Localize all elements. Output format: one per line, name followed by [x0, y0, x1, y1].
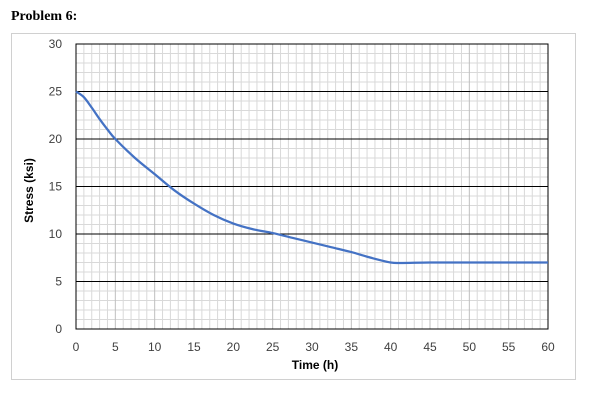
x-tick-label: 55: [502, 340, 516, 354]
x-tick-label: 30: [305, 340, 319, 354]
x-axis-title: Time (h): [292, 358, 338, 372]
y-tick-label: 15: [49, 180, 63, 194]
x-tick-label: 10: [148, 340, 162, 354]
x-tick-label: 5: [112, 340, 119, 354]
problem-title: Problem 6:: [11, 9, 78, 24]
x-tick-label: 40: [384, 340, 398, 354]
x-tick-label: 50: [463, 340, 477, 354]
y-tick-label: 25: [49, 85, 63, 99]
x-tick-label: 60: [541, 340, 555, 354]
x-tick-label: 35: [345, 340, 359, 354]
y-tick-label: 0: [55, 322, 62, 336]
y-axis-title: Stress (ksi): [22, 158, 36, 223]
y-tick-label: 20: [49, 132, 63, 146]
series-layer: [75, 90, 548, 265]
y-tick-label: 30: [49, 37, 63, 51]
stress-series-line: [75, 90, 548, 265]
x-tick-labels: 0 5 10 15 20 25 30 35 40 45 50 55 60: [73, 340, 555, 354]
x-tick-label: 0: [73, 340, 80, 354]
x-tick-label: 25: [266, 340, 280, 354]
y-tick-label: 5: [55, 275, 62, 289]
y-tick-label: 10: [49, 227, 63, 241]
x-tick-label: 20: [227, 340, 241, 354]
x-tick-label: 15: [187, 340, 201, 354]
chart-frame: [11, 33, 576, 380]
plot-area-border: [75, 43, 549, 330]
y-tick-labels: 0 5 10 15 20 25 30: [49, 37, 63, 336]
plot-border: [75, 43, 549, 330]
x-tick-label: 45: [423, 340, 437, 354]
